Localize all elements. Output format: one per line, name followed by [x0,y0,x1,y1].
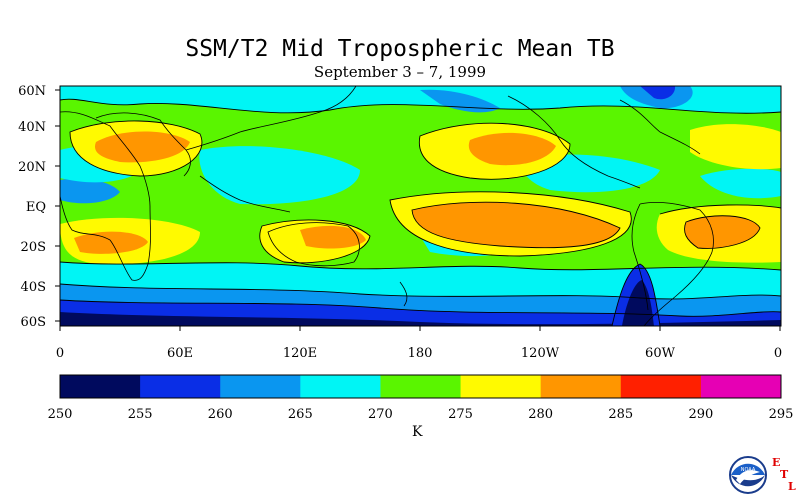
colorbar-labels: 250 255 260 265 270 275 280 285 290 295 [48,407,794,422]
colorbar [60,375,782,398]
colorbar-frame [59,374,782,399]
colorbar-tick-label: 285 [608,407,633,422]
colorbar-tick-label: 255 [128,407,153,422]
map-subtitle: September 3 – 7, 1999 [313,63,487,81]
lat-label-20s: 20S [21,240,46,255]
colorbar-segment [540,375,622,398]
lon-label-120w: 120W [521,346,560,361]
colorbar-tick-label: 280 [528,407,553,422]
colorbar-tick-label: 250 [48,407,73,422]
lon-label-60e: 60E [167,346,193,361]
colorbar-tick-label: 295 [769,407,794,422]
lat-label-40s: 40S [21,280,46,295]
lon-label-60w: 60W [645,346,676,361]
lon-axis [59,326,781,331]
coastlines [60,86,714,326]
colorbar-unit: K [412,424,423,440]
map-title: SSM/T2 Mid Tropospheric Mean TB [185,36,615,62]
colorbar-segment [380,375,462,398]
colorbar-segment [620,375,702,398]
colorbar-segment [140,375,221,398]
lat-label-eq: EQ [26,200,46,215]
colorbar-segment [700,375,782,398]
noaa-logo-text: NOAA [741,467,756,473]
colorbar-tick-label: 260 [208,407,233,422]
lat-axis [55,89,60,322]
colorbar-segment [220,375,301,398]
colorbar-tick-label: 270 [368,407,393,422]
lat-label-60n: 60N [18,84,46,99]
lat-label-60s: 60S [21,315,46,330]
lon-labels: 0 60E 120E 180 120W 60W 0 [56,346,782,361]
etl-letter-e: E [772,456,780,469]
colorbar-tick-label: 290 [688,407,713,422]
lat-labels: 60N 40N 20N EQ 20S 40S 60S [18,84,46,330]
colorbar-segment [460,375,542,398]
colorbar-tick-label: 265 [288,407,313,422]
temperature-field [60,86,781,326]
lat-label-20n: 20N [18,160,46,175]
lon-label-0-right: 0 [774,346,782,361]
etl-letter-l: L [788,480,796,493]
lon-label-120e: 120E [283,346,317,361]
noaa-etl-logo: NOAA E T L [729,456,796,494]
colorbar-tick-label: 275 [448,407,473,422]
lon-label-0-left: 0 [56,346,64,361]
etl-letter-t: T [780,468,789,481]
colorbar-segment [60,375,141,398]
colorbar-segment [300,375,381,398]
lat-label-40n: 40N [18,120,46,135]
lon-label-180: 180 [408,346,433,361]
